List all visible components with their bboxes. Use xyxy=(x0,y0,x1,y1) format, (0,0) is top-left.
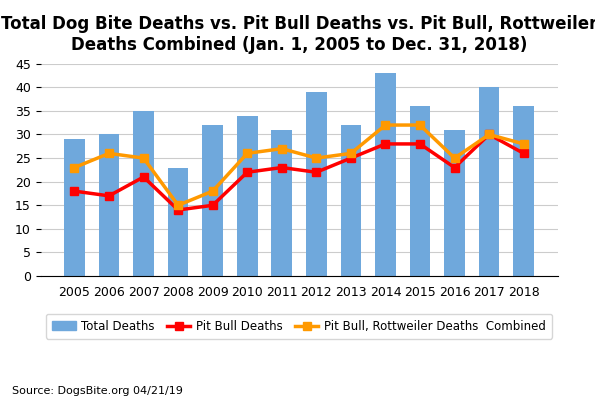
Bar xyxy=(340,125,361,276)
Bar xyxy=(306,92,327,276)
Legend: Total Deaths, Pit Bull Deaths, Pit Bull, Rottweiler Deaths  Combined: Total Deaths, Pit Bull Deaths, Pit Bull,… xyxy=(46,314,552,339)
Bar xyxy=(444,130,465,276)
Bar xyxy=(271,130,292,276)
Bar xyxy=(513,106,534,276)
Bar xyxy=(409,106,430,276)
Bar xyxy=(168,168,189,276)
Bar xyxy=(479,87,499,276)
Bar xyxy=(202,125,223,276)
Text: Source: DogsBite.org 04/21/19: Source: DogsBite.org 04/21/19 xyxy=(12,386,183,396)
Bar xyxy=(375,73,396,276)
Bar xyxy=(99,134,120,276)
Bar xyxy=(237,116,258,276)
Bar xyxy=(133,111,154,276)
Title: Total Dog Bite Deaths vs. Pit Bull Deaths vs. Pit Bull, Rottweiler
Deaths Combin: Total Dog Bite Deaths vs. Pit Bull Death… xyxy=(1,15,595,54)
Bar xyxy=(64,139,85,276)
